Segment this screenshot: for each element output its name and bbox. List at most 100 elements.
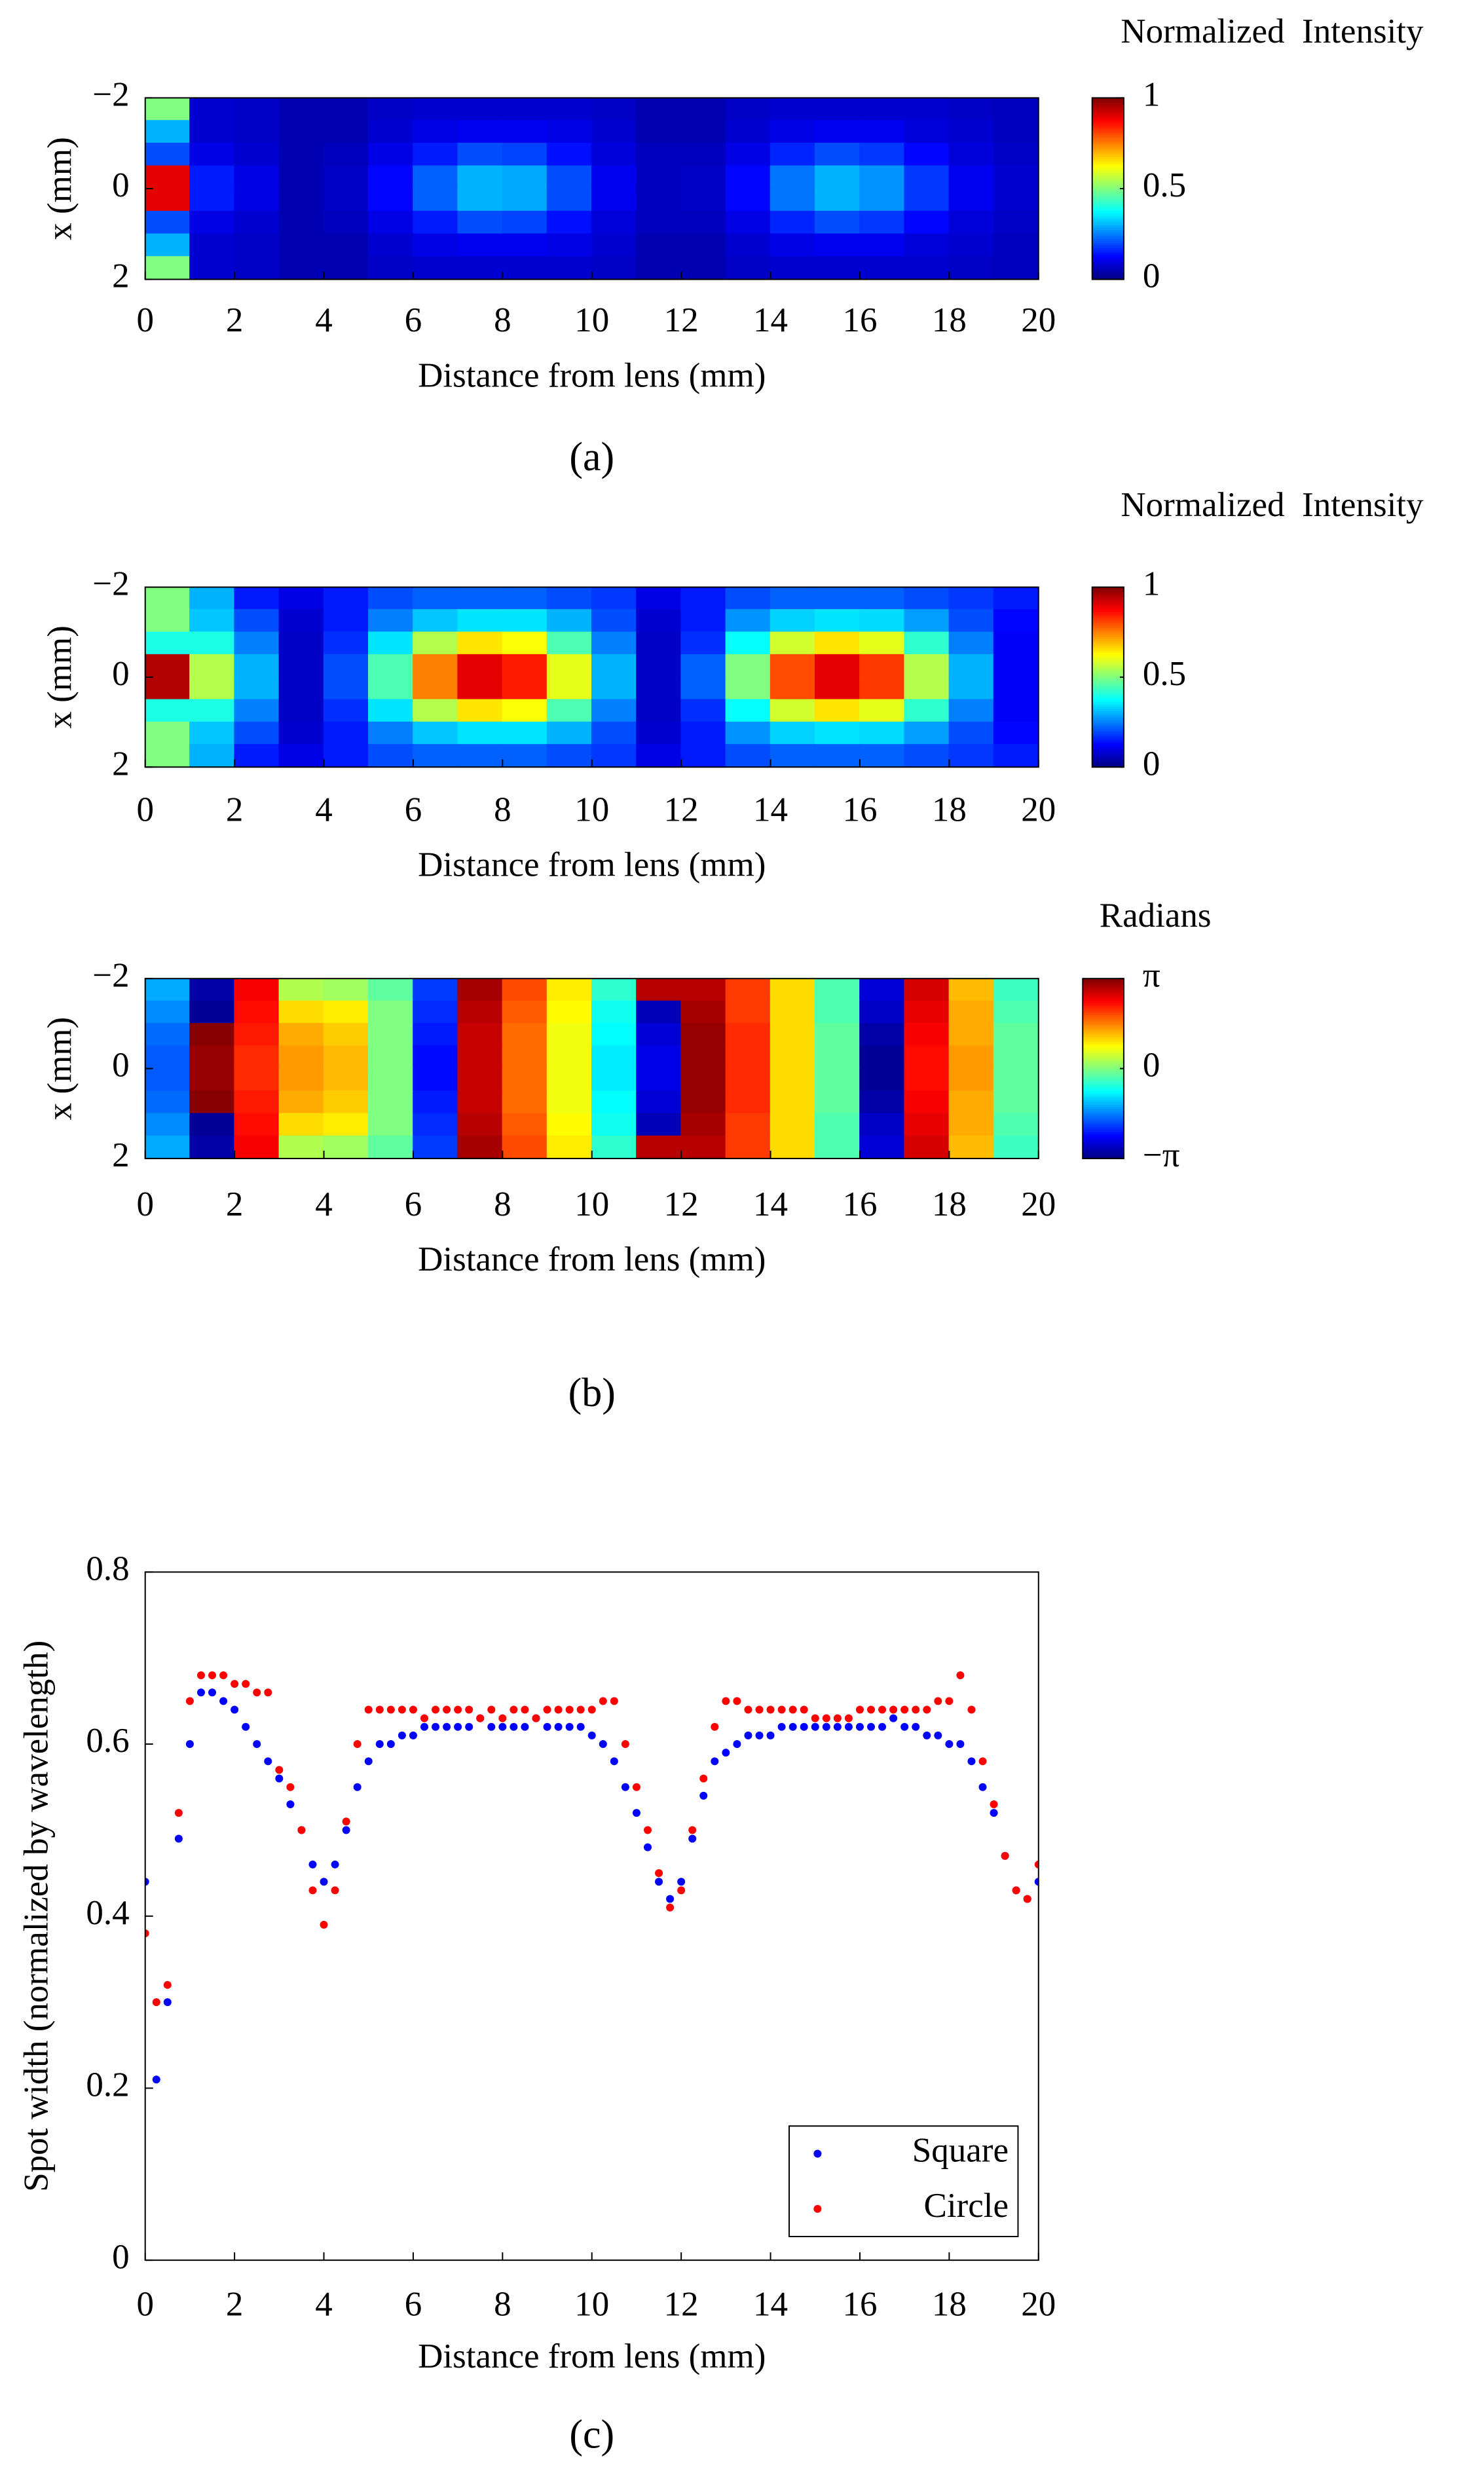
heatmap-cell bbox=[413, 631, 458, 656]
heatmap-cell bbox=[145, 98, 191, 121]
colorbar-segment bbox=[1092, 677, 1124, 680]
heatmap-cell bbox=[234, 1090, 280, 1115]
colorbar-segment bbox=[1092, 195, 1124, 198]
heatmap-cell bbox=[680, 677, 727, 700]
heatmap-cell bbox=[859, 744, 905, 768]
colorbar-segment bbox=[1083, 1104, 1124, 1107]
heatmap-cell bbox=[770, 1023, 816, 1047]
legend-marker bbox=[813, 2204, 822, 2213]
x-tick-label: 20 bbox=[1021, 301, 1056, 339]
colorbar-segment bbox=[1092, 258, 1124, 262]
scatter-point bbox=[587, 1705, 596, 1714]
heatmap-cell bbox=[413, 744, 458, 768]
colorbar-segment bbox=[1092, 120, 1124, 124]
scatter-point bbox=[498, 1714, 507, 1722]
heatmap-cell bbox=[546, 188, 593, 212]
scatter-point bbox=[174, 1834, 183, 1843]
colorbar-segment bbox=[1092, 227, 1124, 230]
scatter-point bbox=[744, 1731, 752, 1739]
heatmap-cell bbox=[636, 654, 682, 678]
colorbar-segment bbox=[1092, 706, 1124, 709]
colorbar-tick-label: 0.5 bbox=[1143, 655, 1186, 693]
scatter-point bbox=[532, 1714, 540, 1722]
heatmap-cell bbox=[815, 978, 861, 1002]
heatmap-cell bbox=[904, 256, 950, 280]
colorbar-segment bbox=[1092, 179, 1124, 183]
legend-marker bbox=[813, 2149, 822, 2158]
colorbar-segment bbox=[1083, 1016, 1124, 1020]
x-tick-label: 10 bbox=[574, 1185, 609, 1223]
heatmap-cell bbox=[234, 654, 280, 678]
x-tick-label: 16 bbox=[842, 790, 877, 828]
heatmap-cell bbox=[680, 1000, 727, 1024]
heatmap-cell bbox=[815, 677, 861, 700]
heatmap-cell bbox=[636, 1090, 682, 1115]
colorbar-segment bbox=[1092, 600, 1124, 604]
heatmap-cell bbox=[367, 256, 414, 280]
scatter-point bbox=[733, 1740, 741, 1749]
colorbar-segment bbox=[1083, 1077, 1124, 1081]
heatmap-cell bbox=[234, 744, 280, 768]
colorbar-segment bbox=[1092, 636, 1124, 640]
colorbar-segment bbox=[1092, 129, 1124, 132]
colorbar-segment bbox=[1092, 672, 1124, 675]
scatter-point bbox=[990, 1800, 998, 1808]
colorbar-segment bbox=[1092, 708, 1124, 711]
scatter-point bbox=[510, 1705, 518, 1714]
scatter-point bbox=[666, 1895, 675, 1903]
heatmap-cell bbox=[413, 1000, 458, 1024]
x-tick-label: 12 bbox=[664, 1185, 699, 1223]
heatmap-cell bbox=[591, 1135, 637, 1159]
heatmap-cell bbox=[680, 699, 727, 723]
colorbar-segment bbox=[1092, 154, 1124, 157]
heatmap-cell bbox=[145, 1135, 191, 1159]
colorbar-tick-label: 0 bbox=[1143, 1047, 1160, 1085]
heatmap-cell bbox=[859, 1045, 905, 1069]
scatter-point bbox=[375, 1705, 384, 1714]
heatmap-cell bbox=[770, 699, 816, 723]
colorbar-segment bbox=[1083, 1018, 1124, 1022]
heatmap-cell bbox=[234, 609, 280, 633]
colorbar-segment bbox=[1092, 208, 1124, 212]
y-axis-label: x (mm) bbox=[41, 137, 79, 240]
colorbar-segment bbox=[1092, 145, 1124, 149]
x-axis-label: Distance from lens (mm) bbox=[418, 1240, 766, 1278]
heatmap-cell bbox=[457, 978, 504, 1002]
heatmap-cell bbox=[278, 631, 325, 656]
scatter-point bbox=[576, 1722, 585, 1731]
colorbar-segment bbox=[1083, 1048, 1124, 1051]
colorbar-segment bbox=[1092, 639, 1124, 642]
heatmap-cell bbox=[367, 1113, 414, 1137]
heatmap-cell bbox=[680, 587, 727, 610]
heatmap-cell bbox=[815, 1135, 861, 1159]
heatmap-cell bbox=[502, 1000, 548, 1024]
heatmap-cell bbox=[993, 1113, 1039, 1137]
scatter-point bbox=[219, 1671, 228, 1679]
colorbar-segment bbox=[1083, 1056, 1124, 1060]
colorbar-segment bbox=[1092, 104, 1124, 107]
scatter-point bbox=[900, 1705, 909, 1714]
heatmap-cell bbox=[859, 1023, 905, 1047]
colorbar-segment bbox=[1092, 183, 1124, 187]
y-tick-label: 2 bbox=[112, 745, 130, 783]
heatmap-cell bbox=[904, 609, 950, 633]
x-tick-label: 12 bbox=[664, 790, 699, 828]
colorbar-segment bbox=[1083, 982, 1124, 986]
scatter-point bbox=[878, 1722, 887, 1731]
scatter-point bbox=[722, 1749, 730, 1757]
legend-box bbox=[788, 2125, 1019, 2237]
heatmap-cell bbox=[859, 677, 905, 700]
colorbar-segment bbox=[1083, 1036, 1124, 1040]
heatmap-cell bbox=[993, 677, 1039, 700]
colorbar-segment bbox=[1092, 663, 1124, 667]
heatmap-cell bbox=[904, 721, 950, 745]
colorbar-segment bbox=[1083, 1142, 1124, 1145]
heatmap-cell bbox=[859, 233, 905, 257]
heatmap-cell bbox=[993, 188, 1039, 212]
heatmap-cell bbox=[904, 210, 950, 235]
scatter-point bbox=[208, 1688, 217, 1697]
colorbar-segment bbox=[1092, 755, 1124, 759]
colorbar-tick-label: 0 bbox=[1143, 257, 1160, 295]
heatmap-cell bbox=[367, 142, 414, 167]
colorbar-segment bbox=[1083, 1052, 1124, 1056]
